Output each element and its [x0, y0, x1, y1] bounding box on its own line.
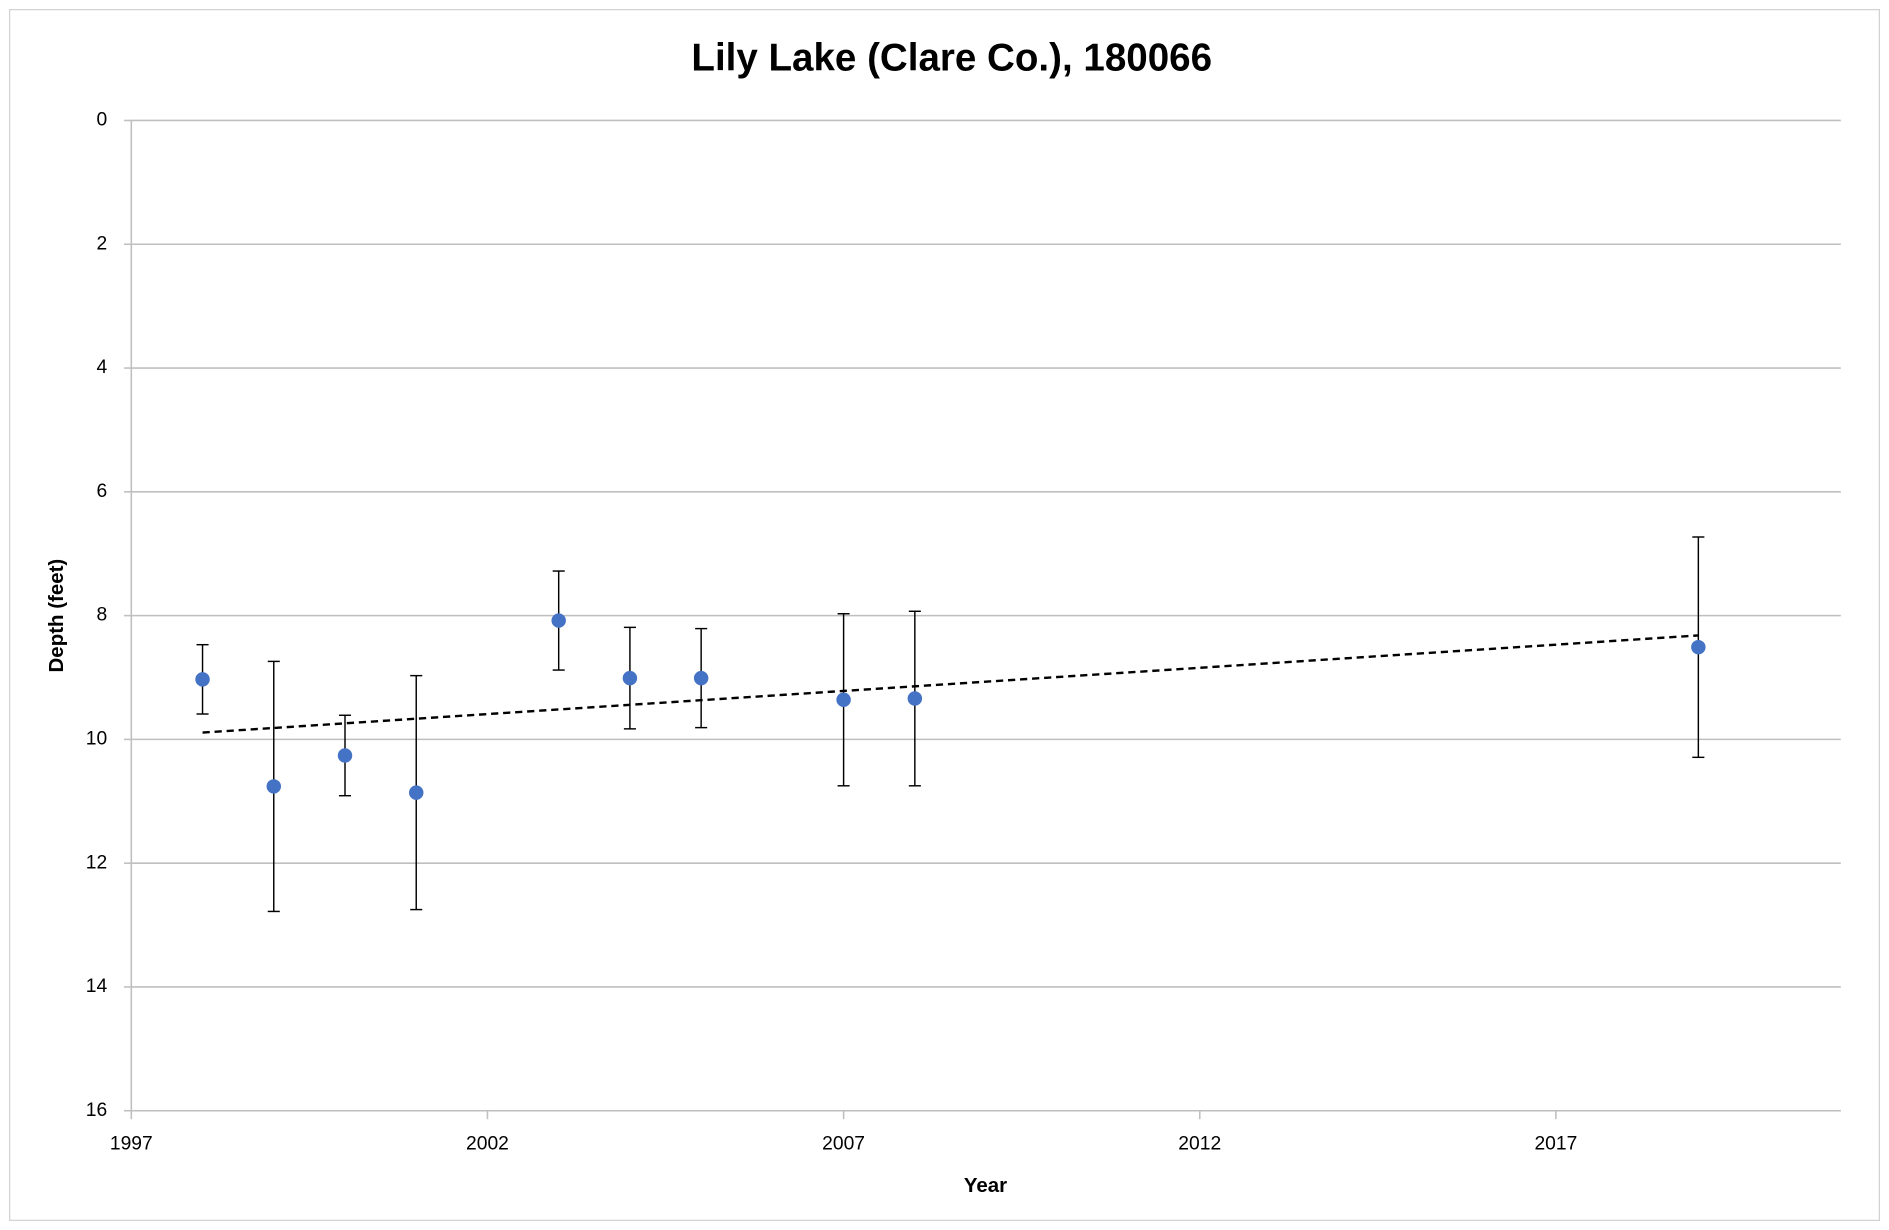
trend-line	[202, 634, 1699, 734]
data-point	[551, 613, 566, 628]
x-axis-label: Year	[964, 1174, 1007, 1197]
y-tick-label: 2	[97, 233, 108, 254]
y-tick-label: 8	[97, 605, 108, 626]
x-tick-label: 1997	[110, 1134, 153, 1155]
y-tick-label: 4	[97, 357, 108, 378]
data-point	[337, 748, 353, 763]
y-tick-label: 14	[86, 976, 108, 997]
y-tick-label: 0	[97, 110, 108, 131]
y-tick-label: 16	[86, 1100, 107, 1121]
data-point	[907, 691, 923, 706]
data-point	[622, 670, 638, 686]
y-tick-label: 12	[86, 852, 107, 873]
y-tick-label: 10	[86, 728, 107, 749]
data-point	[409, 785, 424, 800]
x-tick-label: 2007	[822, 1134, 865, 1155]
chart-title: Lily Lake (Clare Co.), 180066	[691, 36, 1212, 79]
data-point	[836, 692, 851, 708]
y-axis-label: Depth (feet)	[45, 559, 68, 673]
x-tick-label: 2002	[466, 1134, 509, 1155]
x-tick-label: 2012	[1178, 1134, 1221, 1155]
data-point	[195, 672, 210, 687]
data-point	[266, 779, 282, 794]
x-tick-label: 2017	[1534, 1134, 1577, 1155]
data-point	[1691, 639, 1706, 655]
data-point	[693, 670, 709, 686]
y-tick-label: 6	[97, 481, 108, 502]
